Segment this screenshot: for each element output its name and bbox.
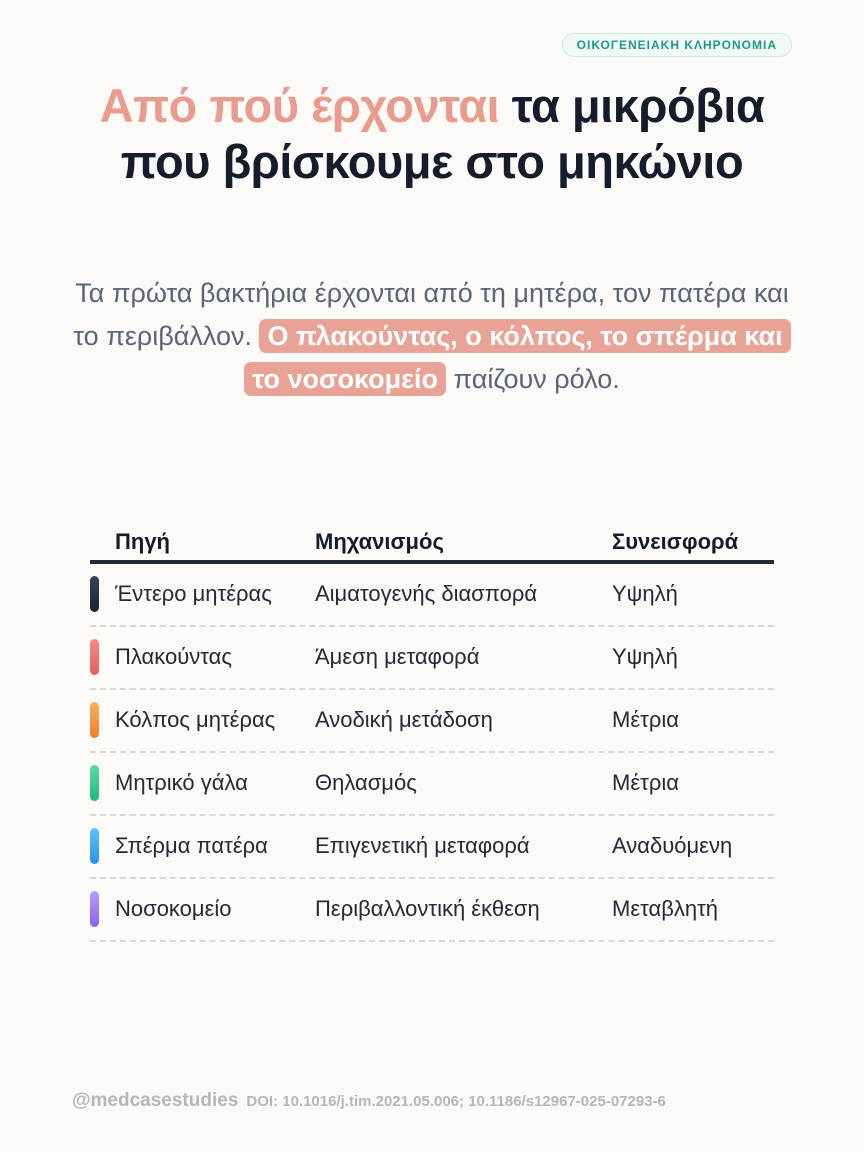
cell: Μεταβλητή: [612, 896, 719, 921]
row-indicator: [90, 765, 99, 801]
title: Από πού έρχονται τα μικρόβια που βρίσκουμ…: [0, 78, 864, 190]
row-indicator: [90, 576, 99, 612]
title-text: τα μικρόβια: [511, 79, 765, 132]
title-text: που βρίσκουμε στο μηκώνιο: [120, 135, 744, 188]
header-cell: Συνεισφορά: [612, 529, 739, 554]
cell: Υψηλή: [612, 644, 678, 669]
table: Πηγή Μηχανισμός Συνεισφορά Έντερο μητέρας Αι…: [90, 526, 774, 942]
cell: Μητρικό γάλα: [115, 770, 248, 795]
tag: ΟΙΚΟΓΕΝΕΙΑΚΗ ΚΛΗΡΟΝΟΜΙΑ: [561, 33, 792, 57]
row-indicator: [90, 891, 99, 927]
intro-text: Τα πρώτα βακτήρια έρχονται από τη μητέρα…: [73, 278, 789, 351]
cell: Μέτρια: [612, 707, 679, 732]
header-cell: Πηγή: [115, 529, 170, 554]
table-row: Μητρικό γάλα Θηλασμός Μέτρια: [90, 753, 774, 816]
table-row: Σπέρμα πατέρα Επιγενετική μεταφορά Αναδυόμ…: [90, 816, 774, 879]
cell: Αιματογενής διασπορά: [315, 581, 538, 606]
footer: @medcasestudies DOI: 10.1016/j.tim.2021.0…: [72, 1090, 666, 1112]
intro: Τα πρώτα βακτήρια έρχονται από τη μητέρα…: [70, 272, 794, 401]
table-row: Πλακούντας Άμεση μεταφορά Υψηλή: [90, 627, 774, 690]
title-highlight: Από πού έρχονται: [99, 79, 500, 132]
table-header: Πηγή Μηχανισμός Συνεισφορά: [90, 526, 774, 564]
row-indicator: [90, 702, 99, 738]
table-row: Νοσοκομείο Περιβαλλοντική έκθεση Μεταβλητή: [90, 879, 774, 942]
cell: Αναδυόμενη: [612, 833, 733, 858]
cell: Θηλασμός: [315, 770, 417, 795]
cell: Πλακούντας: [115, 644, 232, 669]
cell: Ανοδική μετάδοση: [315, 707, 493, 732]
cell: Νοσοκομείο: [115, 896, 232, 921]
header-cell: Μηχανισμός: [315, 529, 444, 554]
cell: Σπέρμα πατέρα: [115, 833, 268, 858]
cell: Κόλπος μητέρας: [115, 707, 276, 732]
cell: Περιβαλλοντική έκθεση: [315, 896, 540, 921]
cell: Επιγενετική μεταφορά: [315, 833, 530, 858]
doi: DOI: 10.1016/j.tim.2021.05.006; 10.1186/…: [246, 1093, 666, 1110]
cell: Άμεση μεταφορά: [315, 644, 480, 669]
row-indicator: [90, 828, 99, 864]
handle: @medcasestudies: [72, 1090, 239, 1111]
intro-text: παίζουν ρόλο.: [453, 364, 620, 394]
table-row: Κόλπος μητέρας Ανοδική μετάδοση Μέτρια: [90, 690, 774, 753]
table-row: Έντερο μητέρας Αιματογενής διασπορά Υψηλή: [90, 564, 774, 627]
cell: Έντερο μητέρας: [115, 581, 272, 606]
cell: Μέτρια: [612, 770, 679, 795]
cell: Υψηλή: [612, 581, 678, 606]
row-indicator: [90, 639, 99, 675]
